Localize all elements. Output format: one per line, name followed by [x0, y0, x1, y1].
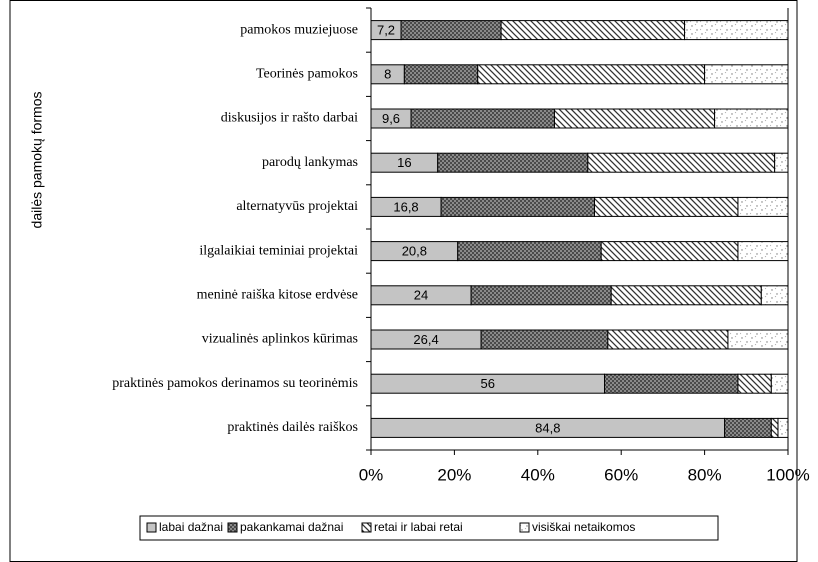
- legend-label: labai dažnai: [159, 520, 223, 534]
- bar-segment: [480, 329, 609, 350]
- bar-segment: [587, 152, 776, 173]
- data-label: 24: [414, 288, 428, 303]
- legend-swatch: [519, 522, 530, 533]
- legend-label: retai ir labai retai: [374, 520, 463, 534]
- x-tick-label: 80%: [688, 465, 722, 484]
- frame: [9, 0, 798, 562]
- bar-segment: [737, 196, 789, 217]
- bar-segment: [774, 152, 789, 173]
- bar-segment: [400, 20, 502, 41]
- data-label: 26,4: [413, 332, 438, 347]
- category-label: alternatyvūs projektai: [236, 199, 358, 214]
- bar-segment: [470, 285, 612, 306]
- bar-segment: [777, 417, 789, 438]
- bar-segment: [684, 20, 789, 41]
- bar-segment: [437, 152, 589, 173]
- category-label: Teorinės pamokos: [256, 67, 358, 82]
- category-label: diskusijos ir rašto darbai: [221, 111, 358, 126]
- legend-swatch: [361, 522, 372, 533]
- data-label: 20,8: [402, 244, 427, 259]
- bar-segment: [607, 329, 729, 350]
- category-label: praktinės dailės raiškos: [227, 420, 358, 435]
- x-tick-label: 40%: [521, 465, 555, 484]
- x-tick-label: 0%: [359, 465, 384, 484]
- category-label: meninė raiška kitose erdvėse: [197, 288, 358, 303]
- bar-segment: [724, 417, 772, 438]
- bar-segment: [594, 196, 739, 217]
- bar-segment: [477, 64, 706, 85]
- y-axis-label: dailės pamokų formos: [29, 92, 45, 229]
- x-tick-label: 20%: [437, 465, 471, 484]
- bar-segment: [760, 285, 789, 306]
- bar-segment: [600, 241, 739, 262]
- bar-segment: [403, 64, 479, 85]
- bar-segment: [604, 373, 739, 394]
- x-tick-label: 60%: [604, 465, 638, 484]
- data-label: 16,8: [393, 199, 418, 214]
- category-label: parodų lankymas: [262, 155, 358, 170]
- data-label: 8: [384, 67, 391, 82]
- bar-segment: [553, 108, 716, 129]
- bar-segment: [737, 373, 772, 394]
- category-label: vizualinės aplinkos kūrimas: [202, 332, 358, 347]
- bar-segment: [457, 241, 602, 262]
- data-label: 16: [397, 155, 411, 170]
- legend-swatch: [146, 522, 157, 533]
- category-label: ilgalaikiai teminiai projektai: [199, 243, 358, 258]
- bar-segment: [727, 329, 789, 350]
- category-label: pamokos muziejuose: [240, 22, 358, 37]
- legend-label: pakankamai dažnai: [240, 520, 343, 534]
- category-label: praktinės pamokos derinamos su teorinėmi…: [112, 376, 358, 391]
- bar-segment: [737, 241, 789, 262]
- data-label: 84,8: [535, 420, 560, 435]
- bar-segment: [704, 64, 789, 85]
- data-label: 7,2: [377, 23, 395, 38]
- data-label: 56: [481, 376, 495, 391]
- bar-segment: [714, 108, 789, 129]
- bar-segment: [770, 417, 779, 438]
- bar-segment: [410, 108, 555, 129]
- legend-label: visiškai netaikomos: [532, 520, 635, 534]
- bar-segment: [440, 196, 596, 217]
- bar-segment: [500, 20, 686, 41]
- x-tick-label: 100%: [766, 465, 809, 484]
- legend-swatch: [227, 522, 238, 533]
- bar-segment: [770, 373, 789, 394]
- bar-segment: [610, 285, 762, 306]
- data-label: 9,6: [382, 111, 400, 126]
